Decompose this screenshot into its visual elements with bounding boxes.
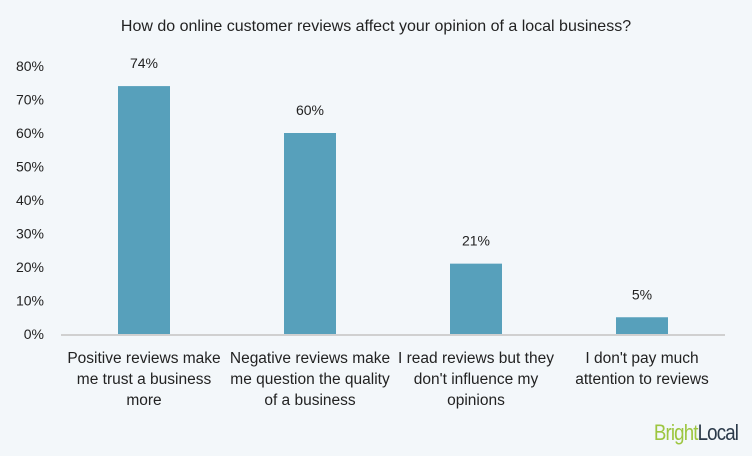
y-tick-label: 0%: [24, 326, 44, 342]
data-label: 21%: [462, 233, 490, 249]
bar: [118, 86, 170, 334]
y-tick-label: 20%: [16, 259, 44, 275]
data-label: 74%: [130, 55, 158, 71]
y-tick-label: 30%: [16, 226, 44, 242]
y-tick-label: 40%: [16, 192, 44, 208]
x-category-label: I read reviews but they don't influence …: [398, 350, 554, 409]
bar: [284, 133, 336, 334]
x-category-label: Positive reviews make me trust a busines…: [67, 350, 221, 409]
x-category-label: Negative reviews make me question the qu…: [229, 350, 391, 409]
y-tick-label: 60%: [16, 125, 44, 141]
y-tick-label: 80%: [16, 58, 44, 74]
y-tick-label: 50%: [16, 159, 44, 175]
y-tick-label: 70%: [16, 92, 44, 108]
bar: [616, 317, 668, 334]
bar: [450, 263, 502, 334]
y-tick-label: 10%: [16, 293, 44, 309]
x-category-label: I don't pay much attention to reviews: [575, 350, 709, 388]
chart-title: How do online customer reviews affect yo…: [120, 18, 632, 35]
brightlocal-logo: BrightLocal: [653, 420, 739, 445]
data-label: 60%: [296, 102, 324, 118]
data-label: 5%: [632, 286, 652, 302]
